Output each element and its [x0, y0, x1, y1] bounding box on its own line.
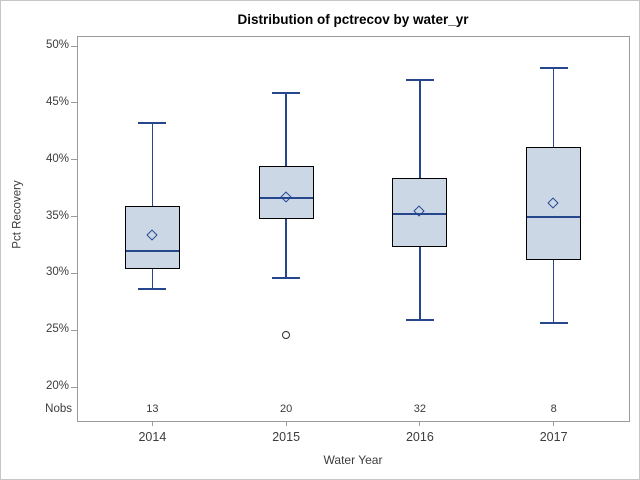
nobs-value: 20 — [280, 403, 293, 415]
whisker-cap-upper — [539, 66, 568, 69]
y-tick-label: 25% — [45, 323, 69, 336]
x-tick — [553, 421, 555, 426]
y-tick — [71, 159, 77, 161]
y-tick — [71, 386, 77, 388]
y-tick-label: 40% — [45, 152, 69, 165]
y-tick-label: 45% — [45, 95, 69, 108]
median-line — [259, 197, 313, 200]
whisker-cap-upper — [405, 79, 434, 82]
whisker-upper — [552, 67, 555, 148]
whisker-lower — [151, 268, 154, 290]
median-line — [527, 215, 581, 218]
box-iqr — [258, 166, 314, 219]
nobs-row-label: Nobs — [45, 403, 72, 415]
x-tick — [151, 421, 153, 426]
x-tick — [285, 421, 287, 426]
whisker-cap-lower — [539, 322, 568, 325]
x-axis-title: Water Year — [323, 453, 383, 467]
whisker-upper — [151, 123, 154, 207]
nobs-value: 8 — [550, 403, 557, 415]
y-tick-label: 20% — [45, 380, 69, 392]
y-tick-label: 50% — [45, 39, 69, 51]
y-tick-label: 35% — [45, 209, 69, 222]
y-tick — [71, 102, 77, 104]
y-tick — [71, 272, 77, 274]
chart-title: Distribution of pctrecov by water_yr — [237, 12, 469, 27]
outlier-marker — [282, 330, 291, 339]
whisker-cap-lower — [138, 288, 167, 291]
y-tick-label: 30% — [45, 266, 69, 279]
whisker-lower — [419, 247, 421, 320]
median-line — [393, 213, 447, 216]
nobs-value: 32 — [413, 403, 426, 415]
y-tick — [71, 329, 77, 331]
box-iqr — [124, 206, 180, 269]
x-tick-label: 2017 — [539, 430, 568, 444]
whisker-cap-lower — [405, 318, 434, 321]
x-tick-label: 2015 — [272, 430, 301, 444]
nobs-value: 13 — [146, 403, 159, 415]
median-line — [125, 249, 179, 252]
whisker-upper — [419, 80, 421, 178]
box-iqr — [392, 177, 448, 248]
whisker-cap-upper — [138, 122, 167, 125]
whisker-cap-upper — [272, 91, 301, 94]
whisker-lower — [552, 259, 555, 324]
y-tick — [71, 216, 77, 217]
whisker-lower — [285, 218, 287, 278]
x-tick-label: 2016 — [405, 430, 434, 444]
whisker-upper — [285, 92, 287, 167]
x-tick — [419, 421, 421, 426]
y-tick — [71, 45, 77, 47]
box-iqr — [526, 147, 582, 260]
whisker-cap-lower — [272, 276, 301, 279]
x-tick-label: 2014 — [138, 430, 167, 444]
